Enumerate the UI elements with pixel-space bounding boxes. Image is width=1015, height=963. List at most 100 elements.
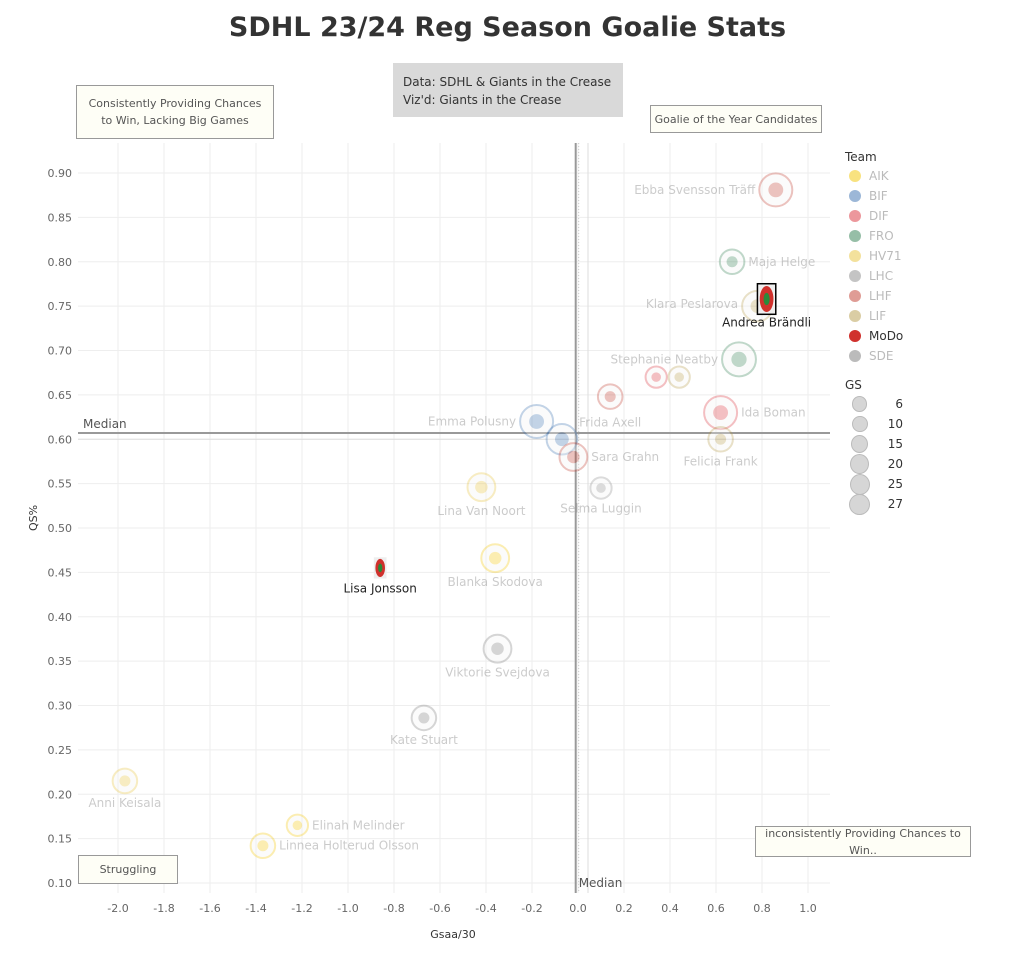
legend-label: HV71 (869, 249, 902, 263)
annotation-top-left: Consistently Providing Chances to Win, L… (76, 85, 274, 139)
point-label: Elinah Melinder (312, 818, 405, 832)
x-axis-label: Gsaa/30 (430, 928, 475, 941)
legend-team-title: Team (845, 150, 877, 164)
y-tick-label: 0.70 (48, 345, 73, 358)
aik-logo-icon (480, 543, 511, 574)
y-tick-label: 0.45 (48, 566, 73, 579)
lhc-logo-icon (589, 476, 613, 500)
data-point[interactable]: Sara Grahn (558, 442, 659, 472)
dif-logo-icon (703, 395, 739, 431)
x-tick-label: -1.0 (337, 902, 358, 915)
data-point[interactable]: Emma Polusny (428, 404, 555, 439)
legend-item-lhf[interactable]: LHF (845, 286, 903, 306)
legend-item-hv71[interactable]: HV71 (845, 246, 903, 266)
x-tick-label: -0.4 (475, 902, 496, 915)
annotation-top-right: Goalie of the Year Candidates (650, 105, 822, 133)
y-tick-label: 0.75 (48, 300, 73, 313)
y-tick-label: 0.90 (48, 167, 73, 180)
logo-center (491, 642, 504, 655)
legend-label: FRO (869, 229, 894, 243)
data-point[interactable]: Elinah Melinder (285, 813, 405, 837)
logo-center (715, 433, 727, 445)
annotation-bottom-right: inconsistently Providing Chances to Win.… (755, 826, 971, 857)
x-tick-label: -0.8 (383, 902, 404, 915)
logo-center (555, 432, 569, 447)
legend-item-dif[interactable]: DIF (845, 206, 903, 226)
point-label: Emma Polusny (428, 415, 516, 429)
data-point[interactable]: Anni Keisala (88, 767, 161, 811)
data-point[interactable] (667, 365, 691, 389)
lhf-logo-icon (558, 442, 589, 472)
logo-center (292, 820, 303, 831)
aik-logo-icon (249, 832, 277, 859)
legend-item-fro[interactable]: FRO (845, 226, 903, 246)
logo-center (257, 840, 269, 852)
y-tick-label: 0.25 (48, 744, 73, 757)
data-point[interactable]: Stephanie Neatby (610, 341, 757, 378)
lif-logo-icon (707, 425, 734, 453)
data-point[interactable] (545, 422, 579, 456)
data-point[interactable]: Selma Luggin (560, 476, 642, 516)
logo-center (768, 182, 784, 198)
fro-logo-icon (718, 248, 746, 276)
grid (78, 143, 830, 893)
aik-logo-icon (849, 170, 861, 182)
y-tick-label: 0.35 (48, 655, 73, 668)
legend-label: LIF (869, 309, 887, 323)
point-label: Andrea Brändli (722, 315, 811, 329)
lhf-logo-icon (849, 290, 861, 302)
y-tick-label: 0.65 (48, 389, 73, 402)
size-circle (850, 454, 870, 474)
source-note: Data: SDHL & Giants in the Crease Viz'd:… (393, 63, 623, 117)
point-label: Stephanie Neatby (610, 352, 718, 366)
gs-legend-label: 25 (887, 477, 903, 491)
source-line: Data: SDHL & Giants in the Crease (403, 75, 612, 89)
bif-logo-icon (849, 190, 861, 202)
legend-label: MoDo (869, 329, 904, 343)
data-point[interactable]: Frida Axell (579, 383, 641, 430)
data-point[interactable]: Maja Helge (718, 248, 815, 276)
x-tick-label: -1.8 (153, 902, 174, 915)
gs-legend-label: 6 (895, 397, 903, 411)
y-tick-label: 0.60 (48, 433, 73, 446)
legend-label: AIK (869, 169, 889, 183)
data-point[interactable]: Ebba Svensson Träff (634, 172, 794, 208)
legend-item-lif[interactable]: LIF (845, 306, 903, 326)
x-tick-label: 0.6 (707, 902, 725, 915)
legend: Team AIK BIF DIF FRO HV71 LHC LHF LIF MoDo SDE GS… (845, 150, 903, 515)
data-point[interactable]: Lisa Jonsson (344, 557, 417, 596)
x-tick-label: -1.6 (199, 902, 220, 915)
logo-center (119, 775, 131, 787)
points: Ebba Svensson Träff Maja Helge Klara Pesla… (88, 172, 815, 859)
logo-center (475, 480, 488, 494)
sde-logo-icon (849, 350, 861, 362)
logo-center (731, 351, 747, 368)
legend-item-modo[interactable]: MoDo (845, 326, 903, 346)
data-point[interactable] (644, 365, 668, 389)
size-circle (852, 396, 868, 412)
legend-item-aik[interactable]: AIK (845, 166, 903, 186)
lif-logo-icon (667, 365, 691, 389)
gs-legend-label: 15 (887, 437, 903, 451)
lhc-logo-icon (849, 270, 861, 282)
logo-center (651, 372, 661, 382)
point-label: Kate Stuart (390, 733, 458, 747)
legend-item-sde[interactable]: SDE (845, 346, 903, 366)
legend-item-lhc[interactable]: LHC (845, 266, 903, 286)
data-point[interactable]: Andrea Brändli (722, 282, 811, 330)
data-point[interactable]: Ida Boman (703, 395, 806, 431)
data-point[interactable]: Blanka Skodova (448, 543, 543, 589)
legend-item-bif[interactable]: BIF (845, 186, 903, 206)
data-point[interactable]: Linnea Holterud Olsson (249, 832, 419, 859)
data-point[interactable]: Felicia Frank (683, 425, 758, 469)
data-point[interactable]: Viktorie Svejdova (445, 633, 550, 680)
gs-legend-item: 25 (845, 473, 903, 495)
x-tick-label: 0.2 (615, 902, 633, 915)
y-axis-label: QS% (27, 505, 40, 531)
bif-logo-icon (519, 404, 555, 439)
point-label: Ida Boman (741, 406, 806, 420)
data-point[interactable]: Lina Van Noort (437, 472, 526, 518)
data-point[interactable]: Kate Stuart (390, 704, 458, 748)
